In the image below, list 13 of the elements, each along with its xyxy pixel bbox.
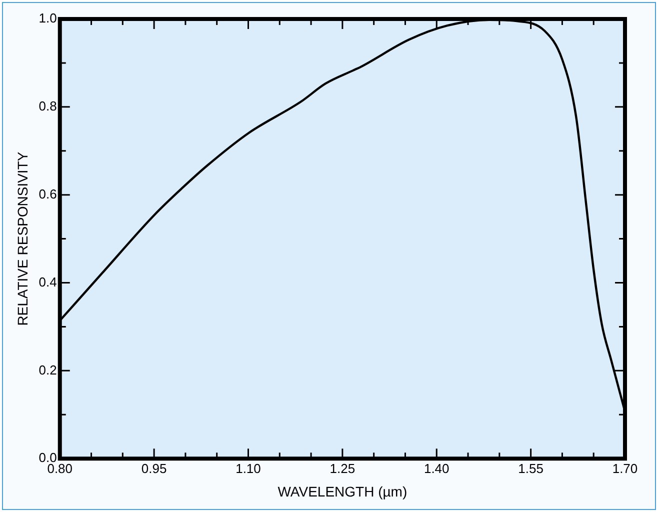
x-tick-label: 1.10 bbox=[236, 460, 261, 476]
y-tick-label: 0.8 bbox=[38, 98, 57, 114]
x-tick-label: 1.55 bbox=[518, 460, 544, 476]
y-tick-label: 0.2 bbox=[38, 362, 57, 378]
y-tick-label: 0.6 bbox=[38, 186, 57, 202]
x-tick-label: 0.95 bbox=[141, 460, 167, 476]
x-tick-label: 1.40 bbox=[424, 460, 450, 476]
x-tick-label: 1.70 bbox=[612, 460, 638, 476]
y-tick-label: 0.4 bbox=[38, 274, 57, 290]
x-axis-title: WAVELENGTH (µm) bbox=[278, 483, 408, 500]
y-tick-label: 1.0 bbox=[38, 10, 57, 26]
y-axis-title: RELATIVE RESPONSIVITY bbox=[14, 151, 30, 326]
x-tick-label: 1.25 bbox=[330, 460, 356, 476]
